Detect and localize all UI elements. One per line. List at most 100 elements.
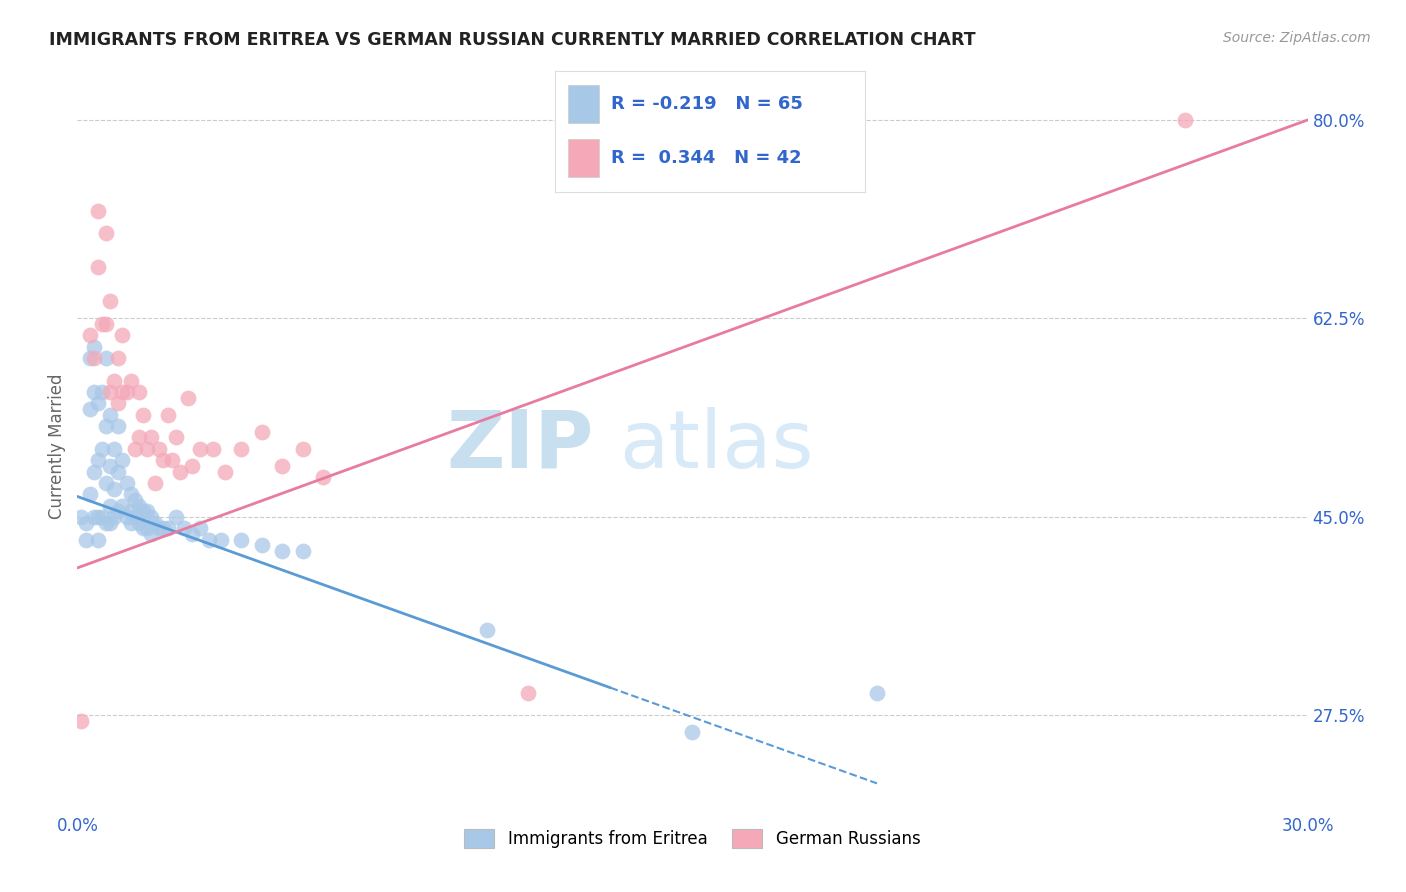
Point (141, 430, 163, 444)
Point (87, 509, 110, 524)
Point (250, 425, 273, 439)
Point (188, 442, 212, 456)
Point (94, 475, 117, 490)
Point (141, 527, 163, 541)
Point (156, 521, 179, 535)
Point (107, 351, 129, 365)
Point (83, 509, 105, 524)
Point (291, 442, 314, 456)
Point (209, 533, 232, 547)
Point (132, 521, 155, 535)
Point (181, 458, 204, 473)
Point (128, 516, 150, 530)
Text: R = -0.219   N = 65: R = -0.219 N = 65 (612, 95, 803, 113)
Point (165, 509, 187, 524)
Point (124, 509, 146, 524)
Point (90, 385, 114, 400)
Point (98, 294, 121, 309)
Point (160, 453, 183, 467)
Point (107, 419, 129, 434)
Point (79, 487, 101, 501)
Point (152, 453, 174, 467)
Point (94, 227, 117, 241)
Point (90, 509, 114, 524)
Point (115, 475, 138, 490)
Point (70, 509, 93, 524)
Point (477, 624, 499, 638)
Point (94, 317, 117, 331)
Point (94, 351, 117, 365)
Point (120, 504, 142, 518)
Point (231, 442, 253, 456)
Point (271, 544, 294, 558)
Point (866, 686, 889, 700)
Point (197, 533, 219, 547)
Point (107, 504, 129, 518)
Point (132, 408, 155, 422)
Point (103, 374, 125, 388)
Point (87, 203, 110, 218)
Point (83, 385, 105, 400)
Point (231, 533, 253, 547)
Point (177, 391, 200, 405)
FancyBboxPatch shape (568, 85, 599, 123)
Point (87, 260, 110, 275)
Point (70, 714, 93, 728)
Point (132, 504, 155, 518)
Point (682, 725, 704, 739)
Point (83, 340, 105, 354)
Text: Source: ZipAtlas.com: Source: ZipAtlas.com (1223, 31, 1371, 45)
Point (103, 482, 125, 496)
Point (111, 453, 134, 467)
Point (250, 538, 273, 552)
Point (143, 516, 166, 530)
Point (107, 465, 129, 479)
Point (143, 475, 166, 490)
Point (75, 516, 97, 530)
Point (111, 499, 134, 513)
Point (120, 516, 142, 530)
Point (87, 453, 110, 467)
Text: R =  0.344   N = 42: R = 0.344 N = 42 (612, 149, 801, 167)
Point (83, 351, 105, 365)
Point (87, 396, 110, 410)
Point (103, 509, 125, 524)
Point (124, 492, 146, 507)
Point (98, 408, 121, 422)
Point (98, 385, 121, 400)
Point (94, 516, 117, 530)
Point (141, 509, 163, 524)
Point (98, 499, 121, 513)
Point (152, 521, 174, 535)
Point (87, 533, 110, 547)
Point (115, 385, 138, 400)
Point (111, 385, 134, 400)
Point (90, 317, 114, 331)
Point (148, 442, 170, 456)
Point (136, 521, 159, 535)
Point (79, 402, 101, 417)
Point (79, 351, 101, 365)
Point (75, 533, 97, 547)
Point (103, 442, 125, 456)
Point (1174, 112, 1197, 127)
Point (128, 499, 150, 513)
Point (148, 521, 170, 535)
Point (181, 527, 204, 541)
Point (98, 458, 121, 473)
Point (111, 328, 134, 343)
Point (107, 396, 129, 410)
Point (517, 686, 540, 700)
Point (136, 504, 159, 518)
Point (98, 516, 121, 530)
Point (128, 430, 150, 444)
Point (291, 544, 314, 558)
Point (120, 487, 142, 501)
Point (124, 442, 146, 456)
Point (271, 458, 294, 473)
Point (94, 419, 117, 434)
Y-axis label: Currently Married: Currently Married (48, 373, 66, 519)
Point (115, 509, 138, 524)
Point (312, 470, 335, 484)
FancyBboxPatch shape (568, 139, 599, 178)
